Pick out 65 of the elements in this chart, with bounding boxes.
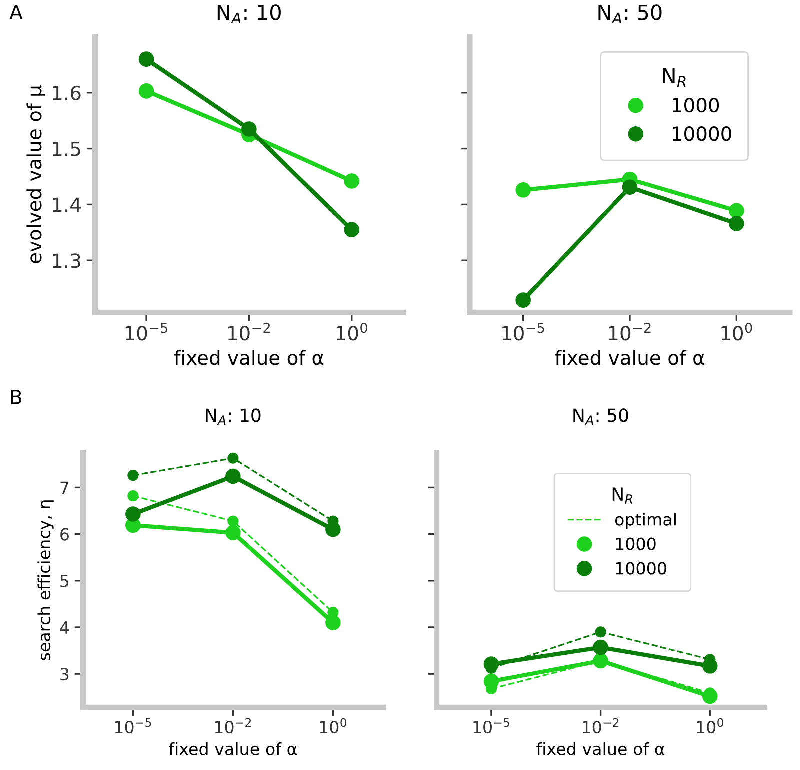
point [344,222,360,238]
point [228,452,239,464]
point [138,52,154,67]
point [702,688,718,704]
x-tick-label: 10$^{−5}$ [115,718,152,734]
chart-title: N$_{A}$: 10 [206,408,261,426]
chart-title: N$_{A}$: 50 [598,4,662,24]
x-tick-label: 10$^{0}$ [697,718,724,734]
point [516,182,531,198]
y-axis-title: search efficiency, η [38,500,54,660]
x-tick-label: 10$^{0}$ [336,322,368,341]
point [226,525,241,541]
y-tick-label: 4 [60,622,70,634]
x-tick-label: 10$^{−2}$ [215,718,252,734]
x-tick-label: 10$^{−5}$ [502,323,544,341]
x-tick-label: 10$^{−2}$ [609,322,651,341]
point [593,640,608,656]
y-tick-label: 1.4 [53,198,81,212]
y-tick-label: 1.3 [53,254,80,268]
point [484,656,500,672]
legend-title: N$_{R}$ [612,488,632,504]
point [344,174,360,189]
chart-title: N$_{A}$: 10 [218,4,281,24]
point [228,516,239,527]
point [128,470,139,482]
point [126,506,141,522]
point [729,216,744,232]
point [484,674,500,690]
point [622,180,638,196]
y-tick-label: 5 [60,575,69,588]
x-axis-title: fixed value of α [536,742,665,756]
point [595,626,606,638]
y-tick-label: 6 [60,528,69,541]
point [326,522,341,538]
y-tick-label: 1.5 [53,142,80,156]
legend-label: optimal [615,512,676,530]
point [516,292,531,308]
x-tick-label: 10$^{−5}$ [126,323,168,341]
point [138,84,154,99]
legend-label: 10000 [673,126,732,142]
point [729,203,744,218]
x-axis-title: fixed value of α [169,742,297,756]
legend-label: 1000 [616,538,656,550]
x-tick-label: 10$^{0}$ [722,322,752,341]
x-axis-title: fixed value of α [555,350,704,366]
y-tick-label: 1.6 [53,86,81,101]
point [242,122,257,137]
y-tick-label: 7 [60,482,69,494]
point [226,468,241,484]
legend-label: 10000 [616,562,666,575]
y-axis-title: evolved value of μ [26,86,46,264]
legend-title: N$_{R}$ [663,68,686,87]
point [702,658,718,674]
chart-title: N$_{A}$: 50 [574,408,628,426]
text: A [10,5,23,20]
x-tick-label: 10$^{−5}$ [474,718,510,734]
point [326,615,341,630]
x-tick-label: 10$^{−2}$ [228,322,270,341]
legend-label: 1000 [673,98,720,113]
x-tick-label: 10$^{−2}$ [583,718,619,734]
text: B [12,390,22,404]
point [128,490,139,502]
x-tick-label: 10$^{0}$ [320,718,347,734]
x-axis-title: fixed value of α [174,350,324,366]
y-tick-label: 3 [60,668,69,681]
